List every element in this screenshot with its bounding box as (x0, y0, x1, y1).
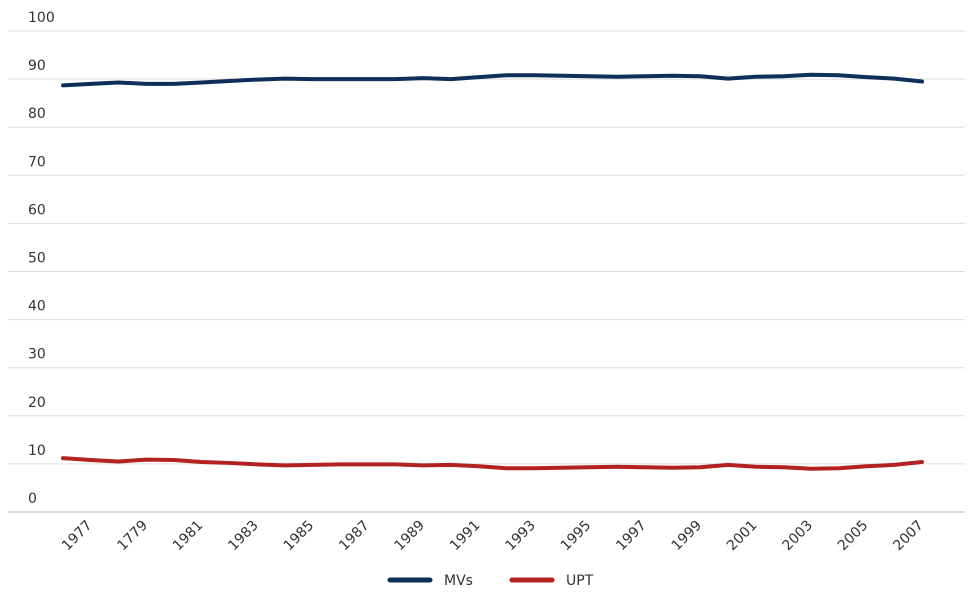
y-tick-label: 40 (28, 299, 46, 315)
y-tick-label: 80 (28, 106, 46, 122)
y-tick-label: 50 (28, 251, 46, 267)
x-tick-label: 2003 (779, 518, 816, 555)
x-tick-label: 2007 (890, 518, 927, 555)
x-tick-label: 1983 (225, 518, 262, 555)
data-line (61, 456, 924, 471)
x-tick-label: 1985 (281, 518, 318, 555)
x-tick-label: 1779 (114, 518, 151, 555)
y-tick-label: 70 (28, 154, 46, 170)
y-tick-label: 10 (28, 443, 46, 459)
legend-label: MVs (444, 573, 473, 589)
x-tick-label: 2005 (835, 518, 872, 555)
x-tick-label: 1999 (669, 518, 706, 555)
x-tick-label: 2001 (724, 518, 761, 555)
y-tick-label: 60 (28, 202, 46, 218)
y-tick-label: 90 (28, 58, 46, 74)
x-tick-label: 1995 (558, 518, 595, 555)
x-tick-label: 1997 (613, 518, 650, 555)
x-tick-label: 1991 (447, 518, 484, 555)
x-tick-label: 1993 (502, 518, 539, 555)
y-tick-label: 20 (28, 395, 46, 411)
x-tick-label: 1987 (336, 518, 373, 555)
x-tick-label: 1989 (392, 518, 429, 555)
y-tick-label: 0 (28, 491, 37, 507)
x-tick-label: 1981 (170, 518, 207, 555)
x-tick-label: 1977 (59, 518, 96, 555)
legend-label: UPT (566, 573, 594, 589)
y-tick-label: 30 (28, 347, 46, 363)
y-tick-label: 100 (28, 10, 55, 26)
data-line (61, 72, 924, 88)
